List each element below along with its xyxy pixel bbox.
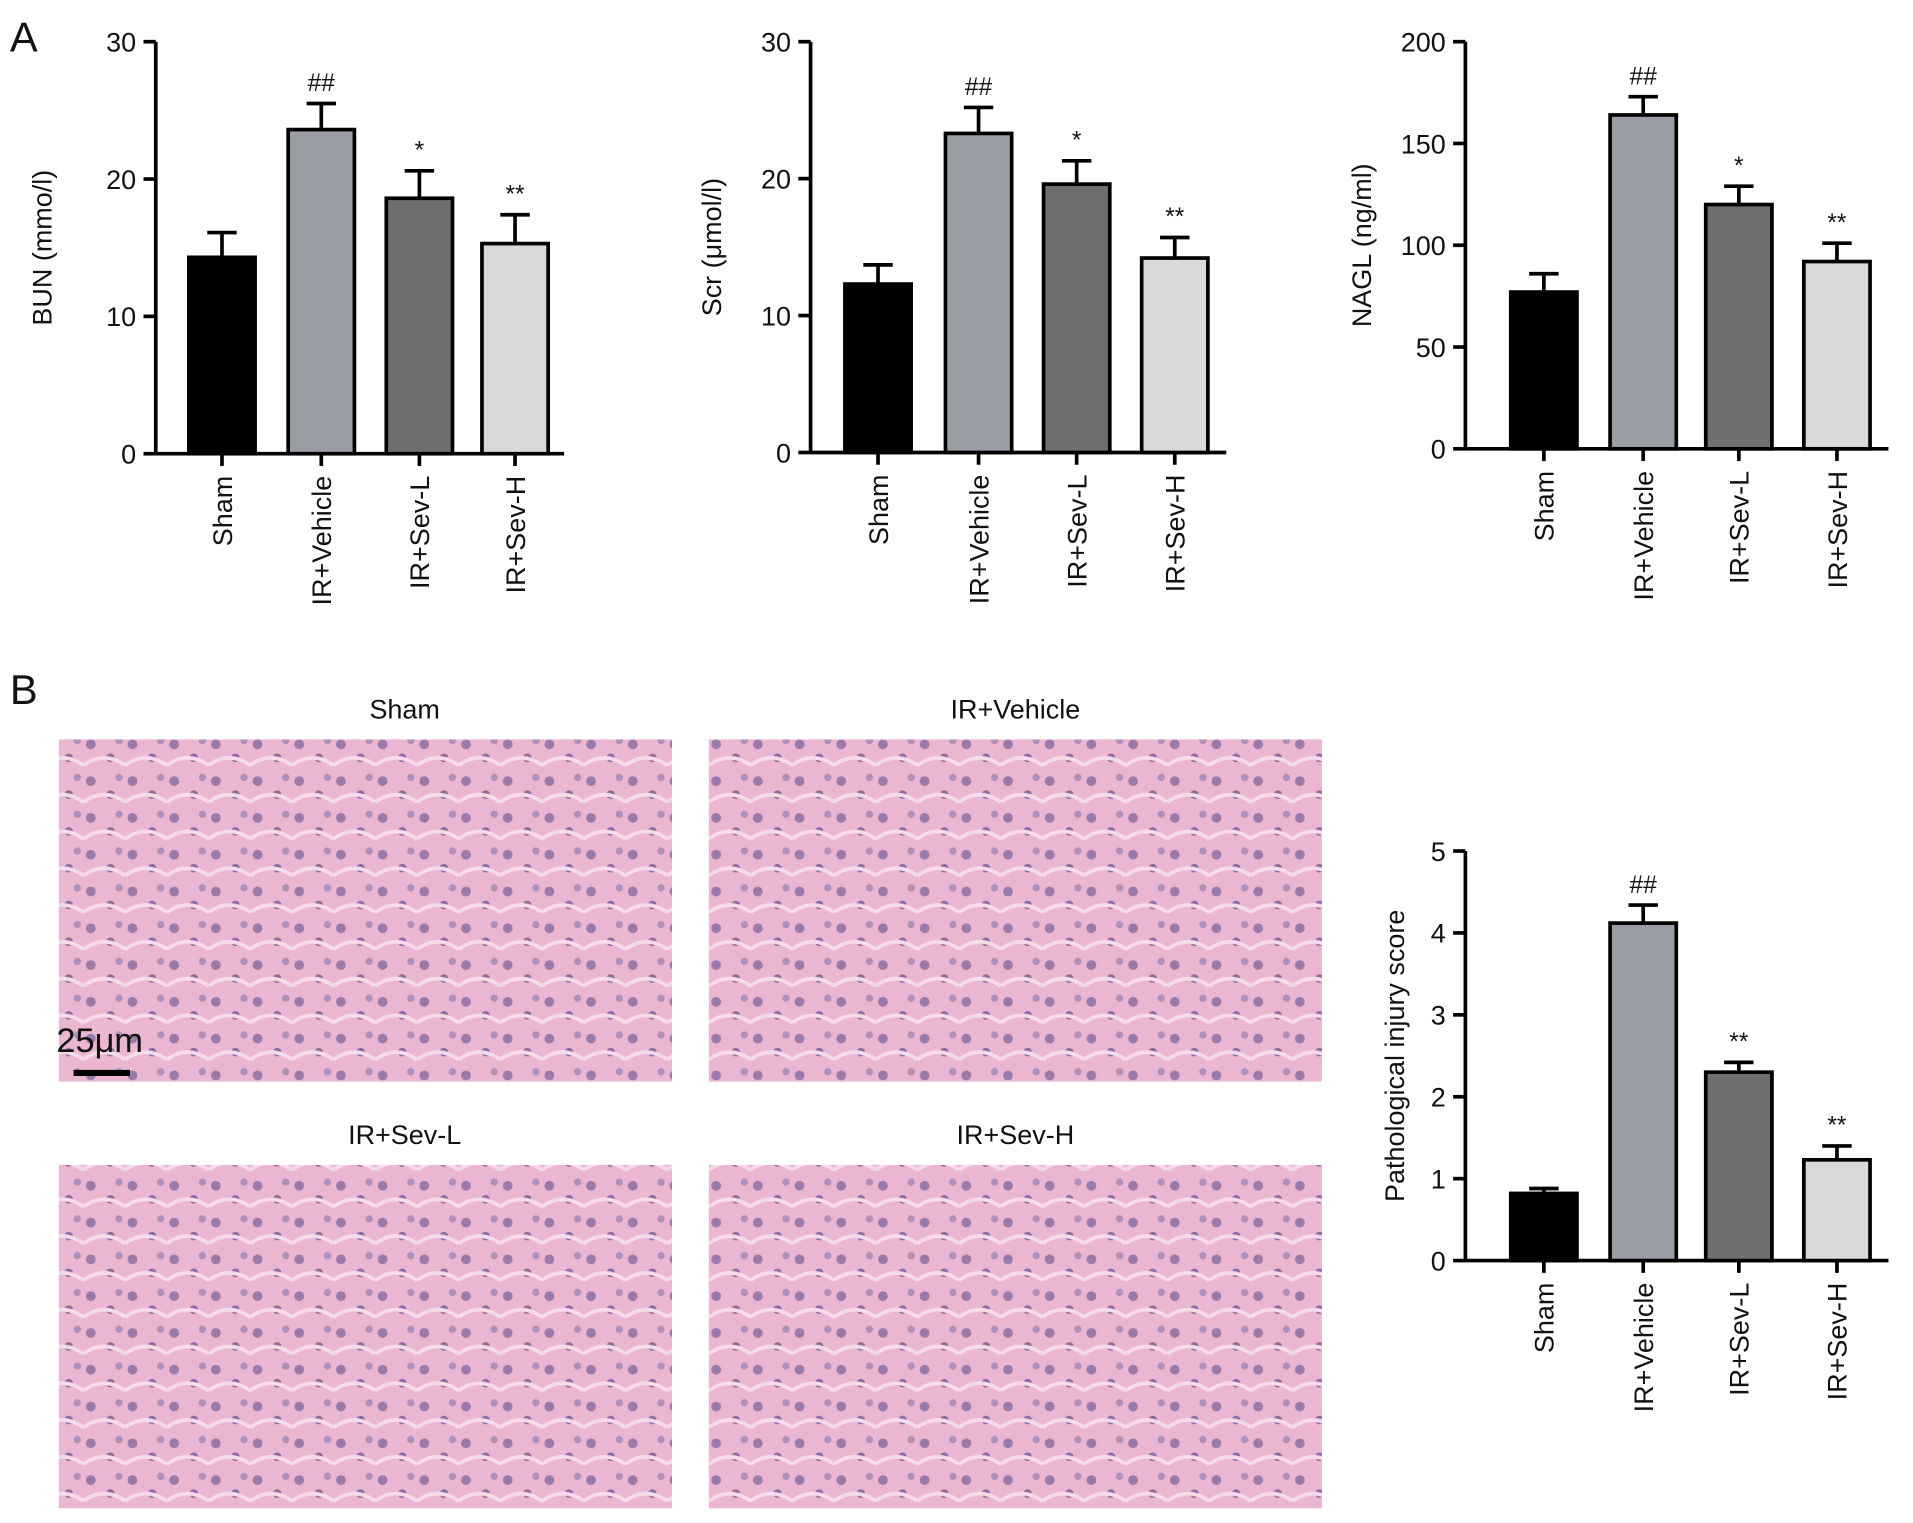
significance-label: ## xyxy=(965,74,993,101)
significance-label: ** xyxy=(1165,204,1185,231)
x-tick-label: IR+Sev-L xyxy=(1725,1283,1755,1396)
y-axis-label: Pathological injury score xyxy=(1380,910,1410,1202)
x-tick-label: IR+Sev-H xyxy=(1161,475,1191,593)
y-tick-label: 50 xyxy=(1416,333,1446,363)
y-tick-label: 0 xyxy=(1431,1246,1446,1276)
bar xyxy=(1608,921,1679,1263)
y-tick-label: 20 xyxy=(761,164,791,194)
micrograph xyxy=(58,739,673,1082)
significance-label: * xyxy=(1072,128,1082,155)
y-tick-label: 1 xyxy=(1431,1164,1446,1194)
bar xyxy=(1139,256,1210,455)
y-tick-label: 2 xyxy=(1431,1083,1446,1113)
bar xyxy=(187,255,257,456)
x-tick-label: Sham xyxy=(1530,471,1560,541)
micrograph-title: IR+Vehicle xyxy=(951,695,1081,725)
x-tick-label: IR+Sev-H xyxy=(501,476,531,594)
significance-label: ** xyxy=(1827,1113,1847,1140)
bar xyxy=(1703,202,1774,451)
significance-label: ** xyxy=(1827,210,1847,237)
x-tick-label: IR+Vehicle xyxy=(964,475,994,605)
bar xyxy=(480,241,550,456)
bar xyxy=(286,127,357,456)
scale-bar-label: 25μm xyxy=(56,1022,143,1060)
panel-label: A xyxy=(10,14,38,61)
micrograph xyxy=(708,739,1322,1082)
y-tick-label: 10 xyxy=(106,302,136,332)
y-tick-label: 100 xyxy=(1401,231,1446,261)
y-tick-label: 0 xyxy=(776,438,791,468)
bar xyxy=(843,282,913,455)
x-tick-label: Sham xyxy=(1530,1283,1560,1353)
x-tick-label: IR+Sev-L xyxy=(405,476,435,589)
bar xyxy=(1508,1191,1579,1263)
bar xyxy=(1041,182,1112,455)
significance-label: ** xyxy=(1729,1029,1749,1056)
micrograph-title: IR+Sev-H xyxy=(957,1120,1075,1150)
y-tick-label: 10 xyxy=(761,301,791,331)
significance-label: ## xyxy=(1630,872,1658,899)
y-axis-label: Scr (μmol/l) xyxy=(697,178,727,316)
y-tick-label: 20 xyxy=(106,165,136,195)
micrograph-title: Sham xyxy=(369,695,439,725)
x-tick-label: Sham xyxy=(208,476,238,546)
significance-label: ## xyxy=(308,70,336,97)
y-tick-label: 30 xyxy=(761,28,791,58)
significance-label: ## xyxy=(1630,63,1658,90)
y-tick-label: 150 xyxy=(1401,129,1446,159)
significance-label: * xyxy=(1734,153,1744,180)
x-tick-label: IR+Sev-L xyxy=(1062,475,1092,588)
y-axis-label: NAGL (ng/ml) xyxy=(1347,163,1377,327)
y-tick-label: 5 xyxy=(1431,837,1446,867)
micrograph-title: IR+Sev-L xyxy=(348,1120,461,1150)
panel-label: B xyxy=(10,666,38,713)
bar xyxy=(384,196,455,456)
bar xyxy=(1608,113,1679,451)
y-axis-label: BUN (mmo/l) xyxy=(28,170,58,326)
y-tick-label: 4 xyxy=(1431,919,1446,949)
micrograph xyxy=(58,1164,673,1509)
y-tick-label: 0 xyxy=(121,440,136,470)
x-tick-label: IR+Vehicle xyxy=(307,476,337,606)
y-tick-label: 200 xyxy=(1401,28,1446,58)
bar xyxy=(1508,290,1579,451)
significance-label: ** xyxy=(506,181,526,208)
x-tick-label: IR+Sev-L xyxy=(1725,471,1755,584)
micrograph xyxy=(708,1164,1322,1509)
y-tick-label: 30 xyxy=(106,28,136,58)
x-tick-label: IR+Vehicle xyxy=(1629,1283,1659,1413)
bar xyxy=(1801,259,1872,451)
bar xyxy=(1703,1070,1774,1263)
y-tick-label: 3 xyxy=(1431,1001,1446,1031)
y-tick-label: 0 xyxy=(1431,435,1446,465)
x-tick-label: IR+Vehicle xyxy=(1629,471,1659,601)
x-tick-label: IR+Sev-H xyxy=(1823,1283,1853,1401)
significance-label: * xyxy=(415,138,425,165)
x-tick-label: Sham xyxy=(864,475,894,545)
bar xyxy=(1801,1157,1872,1263)
bar xyxy=(943,131,1014,455)
x-tick-label: IR+Sev-H xyxy=(1823,471,1853,589)
